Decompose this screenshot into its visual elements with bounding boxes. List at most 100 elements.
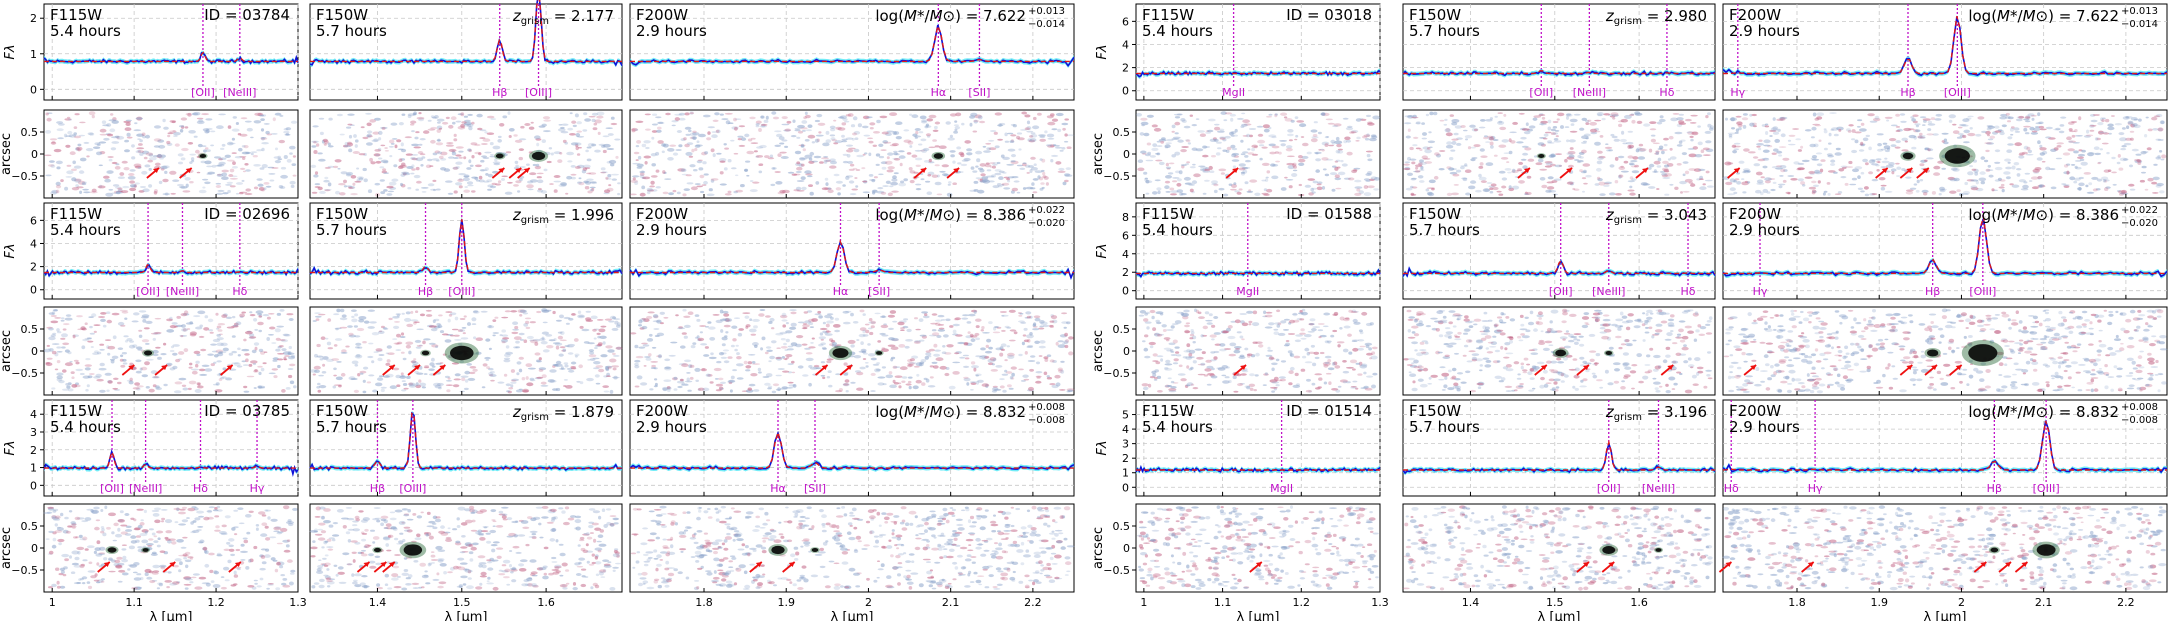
pixel-noise <box>407 574 413 578</box>
pixel-noise <box>451 328 459 331</box>
pixel-noise <box>821 187 829 191</box>
pixel-noise <box>245 566 250 570</box>
pixel-noise <box>612 354 620 357</box>
pixel-noise <box>430 126 438 130</box>
pixel-noise <box>281 339 288 343</box>
pixel-noise <box>778 136 785 141</box>
pixel-noise <box>835 373 841 376</box>
pixel-noise <box>341 314 347 318</box>
pixel-noise <box>55 181 61 186</box>
pixel-noise <box>154 162 161 166</box>
pixel-noise <box>424 570 428 573</box>
pixel-noise <box>223 548 231 551</box>
pixel-noise <box>585 310 591 313</box>
pixel-noise <box>944 352 952 355</box>
pixel-noise <box>1042 171 1046 176</box>
pixel-noise <box>910 572 919 575</box>
pixel-noise <box>803 538 810 541</box>
pixel-noise <box>256 585 262 588</box>
pixel-noise <box>872 363 880 366</box>
pixel-noise <box>264 554 271 558</box>
emission-line-label: Hα <box>770 482 786 495</box>
pixel-noise <box>680 551 684 553</box>
pixel-noise <box>327 318 332 322</box>
pixel-noise <box>291 163 297 167</box>
pixel-noise <box>937 545 946 548</box>
pixel-noise <box>319 385 327 389</box>
pixel-noise <box>970 382 977 385</box>
pixel-noise <box>416 515 423 519</box>
pixel-noise <box>1046 144 1053 147</box>
pixel-noise <box>805 173 813 176</box>
pixel-noise <box>271 167 279 169</box>
pixel-noise <box>364 528 369 532</box>
pixel-noise <box>925 350 931 353</box>
pixel-noise <box>405 583 412 586</box>
pixel-noise <box>920 359 927 363</box>
pixel-noise <box>949 134 954 138</box>
pixel-noise <box>536 142 540 147</box>
pixel-noise <box>350 175 357 179</box>
pixel-noise <box>526 163 530 166</box>
pixel-noise <box>283 130 290 134</box>
pixel-noise <box>684 143 690 148</box>
pixel-noise <box>192 573 200 576</box>
pixel-noise <box>995 567 1002 571</box>
pixel-noise <box>434 115 439 119</box>
pixel-noise <box>106 319 113 324</box>
pixel-noise <box>273 375 278 379</box>
pixel-noise <box>514 139 523 143</box>
pixel-noise <box>216 509 223 512</box>
pixel-noise <box>171 322 178 325</box>
pixel-noise <box>771 167 776 170</box>
pixel-noise <box>568 369 575 373</box>
pixel-noise <box>377 357 383 362</box>
pixel-noise <box>185 551 191 555</box>
pixel-noise <box>166 142 173 146</box>
pixel-noise <box>571 120 577 124</box>
pixel-noise <box>202 186 206 189</box>
pixel-noise <box>354 541 361 545</box>
pixel-noise <box>121 310 129 314</box>
pixel-noise <box>402 357 407 361</box>
pixel-noise <box>916 373 920 377</box>
pixel-noise <box>852 132 857 136</box>
pixel-noise <box>490 544 498 547</box>
pixel-noise <box>466 181 474 185</box>
pixel-noise <box>208 329 214 332</box>
pixel-noise <box>527 188 534 191</box>
pixel-noise <box>1021 531 1030 534</box>
pixel-noise <box>485 532 491 535</box>
pixel-noise <box>511 331 519 335</box>
pixel-noise <box>183 576 192 580</box>
pixel-noise <box>826 376 831 379</box>
pixel-noise <box>527 180 534 184</box>
pixel-noise <box>74 516 81 521</box>
pixel-noise <box>433 188 437 192</box>
pixel-noise <box>374 149 382 152</box>
pixel-noise <box>363 178 368 183</box>
pixel-noise <box>421 191 427 193</box>
pixel-noise <box>795 170 802 174</box>
pixel-noise <box>95 553 103 557</box>
pixel-noise <box>282 584 291 588</box>
pixel-noise <box>62 529 69 534</box>
pixel-noise <box>650 153 657 157</box>
pixel-noise <box>442 353 447 356</box>
pixel-noise <box>994 145 1000 149</box>
pixel-noise <box>1043 176 1049 180</box>
pixel-noise <box>841 122 847 126</box>
exposure-time: 5.4 hours <box>50 418 121 436</box>
pixel-noise <box>260 555 266 559</box>
pixel-noise <box>213 570 218 574</box>
pixel-noise <box>422 340 426 345</box>
pixel-noise <box>540 341 548 345</box>
pixel-noise <box>694 147 698 152</box>
pixel-noise <box>510 570 514 574</box>
pixel-noise <box>394 554 401 556</box>
pixel-noise <box>803 311 808 314</box>
pixel-noise <box>201 582 210 585</box>
pixel-noise <box>594 584 600 589</box>
pixel-noise <box>584 118 591 122</box>
pixel-noise <box>385 352 389 355</box>
